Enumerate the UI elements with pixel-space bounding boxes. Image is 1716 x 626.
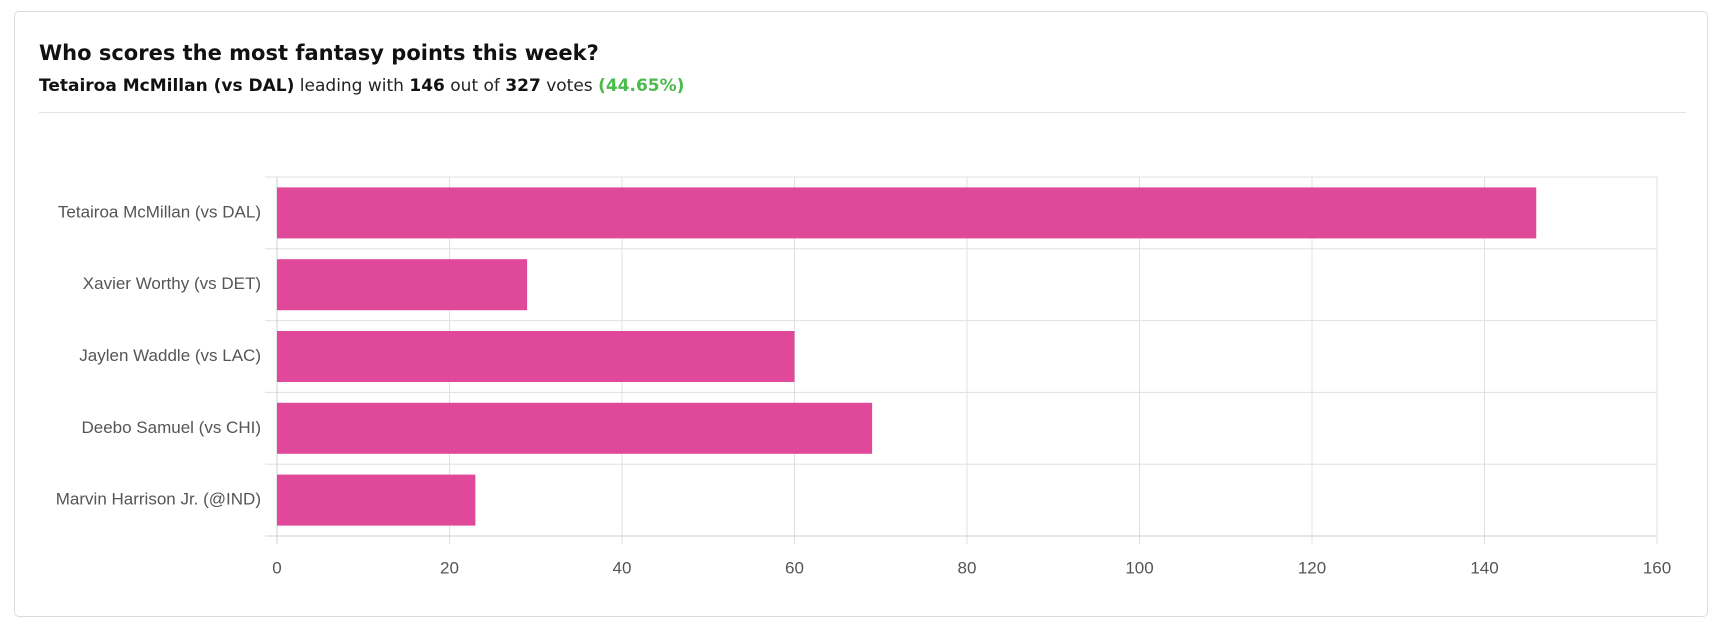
bar	[277, 402, 873, 454]
x-tick-label: 60	[785, 558, 804, 577]
x-tick-label: 0	[272, 558, 281, 577]
bar	[277, 187, 1537, 239]
y-tick-label: Jaylen Waddle (vs LAC)	[79, 346, 261, 365]
x-tick-label: 100	[1125, 558, 1153, 577]
x-tick-label: 160	[1643, 558, 1671, 577]
y-tick-label: Xavier Worthy (vs DET)	[83, 274, 261, 293]
separator	[39, 112, 1686, 113]
bar	[277, 331, 795, 382]
total-votes: 327	[505, 76, 541, 96]
summary-text: votes	[546, 76, 593, 96]
y-tick-label: Marvin Harrison Jr. (@IND)	[56, 490, 261, 509]
y-tick-label: Tetairoa McMillan (vs DAL)	[58, 202, 261, 221]
bar	[277, 474, 476, 526]
poll-card	[14, 11, 1708, 617]
x-tick-label: 140	[1470, 558, 1498, 577]
bar	[277, 259, 528, 311]
poll-summary: Tetairoa McMillan (vs DAL) leading with …	[39, 76, 684, 96]
poll-title: Who scores the most fantasy points this …	[39, 41, 599, 65]
x-tick-label: 120	[1298, 558, 1326, 577]
leader-votes: 146	[409, 76, 445, 96]
x-tick-label: 80	[958, 558, 977, 577]
x-tick-label: 40	[613, 558, 632, 577]
x-tick-label: 20	[440, 558, 459, 577]
leader-share: (44.65%)	[598, 76, 685, 96]
summary-text: out of	[450, 76, 500, 96]
y-tick-label: Deebo Samuel (vs CHI)	[81, 418, 261, 437]
leader: Tetairoa McMillan (vs DAL)	[39, 76, 295, 96]
summary-text: leading with	[299, 76, 404, 96]
